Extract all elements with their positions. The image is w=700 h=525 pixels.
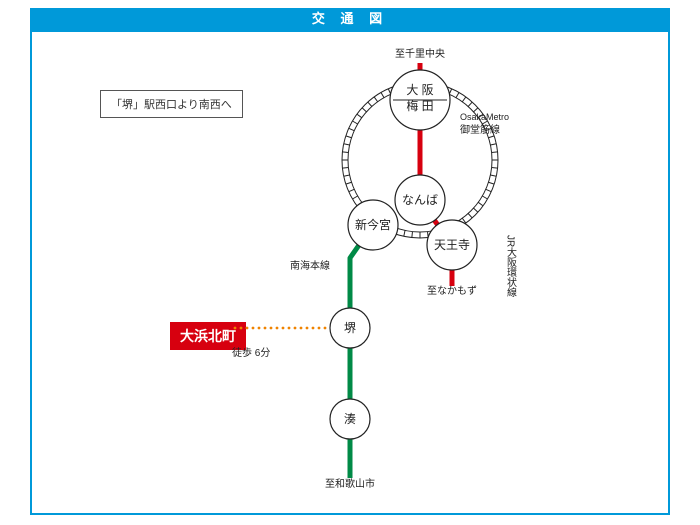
svg-text:JR大阪環状線: JR大阪環状線 bbox=[505, 235, 517, 297]
diagram-svg: 大 阪梅 田なんば新今宮天王寺堺湊至千里中央OsakaMetro御堂筋線至なかも… bbox=[0, 0, 700, 525]
svg-text:湊: 湊 bbox=[344, 412, 356, 426]
svg-text:天王寺: 天王寺 bbox=[434, 238, 470, 252]
svg-text:至なかもず: 至なかもず bbox=[427, 285, 477, 297]
svg-text:なんば: なんば bbox=[402, 193, 438, 207]
svg-text:堺: 堺 bbox=[344, 321, 356, 335]
svg-text:至和歌山市: 至和歌山市 bbox=[325, 477, 375, 490]
svg-text:至千里中央: 至千里中央 bbox=[395, 47, 445, 60]
svg-text:新今宮: 新今宮 bbox=[355, 217, 391, 232]
transit-diagram: 交 通 図 「堺」駅西口より南西へ 大浜北町 徒歩 6分 大 阪梅 田なんば新今… bbox=[0, 0, 700, 525]
svg-text:南海本線: 南海本線 bbox=[290, 259, 330, 272]
svg-text:OsakaMetro: OsakaMetro bbox=[460, 112, 509, 122]
svg-text:御堂筋線: 御堂筋線 bbox=[460, 123, 500, 136]
